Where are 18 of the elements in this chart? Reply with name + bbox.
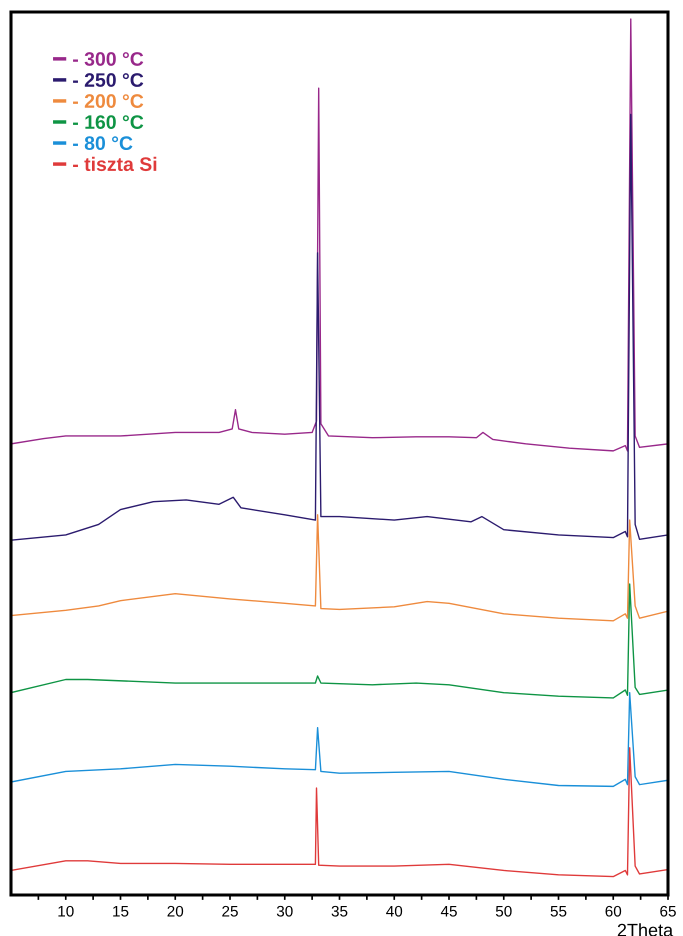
x-tick-label: 55 [550, 906, 566, 917]
x-tick-label: 25 [222, 906, 238, 917]
x-tick-label: 15 [113, 906, 128, 917]
x-tick-label: 40 [386, 906, 402, 917]
x-tick-label: 65 [660, 906, 676, 917]
x-tick-label: 30 [276, 906, 293, 917]
x-tick-label: 20 [168, 906, 184, 917]
x-tick-label: 45 [440, 906, 457, 917]
legend-label: - 80 °C [73, 136, 132, 150]
x-tick-label: 60 [606, 906, 622, 917]
legend-label: - 200 °C [73, 94, 144, 108]
x-tick-label: 10 [58, 906, 74, 917]
legend-label: - 250 °C [73, 73, 144, 87]
legend-label: - 300 °C [73, 52, 144, 66]
legend-label: - tiszta Si [73, 156, 156, 172]
x-tick-label: 35 [332, 906, 348, 917]
x-tick-label: 50 [496, 906, 512, 917]
legend-label: - 160 °C [73, 115, 144, 129]
